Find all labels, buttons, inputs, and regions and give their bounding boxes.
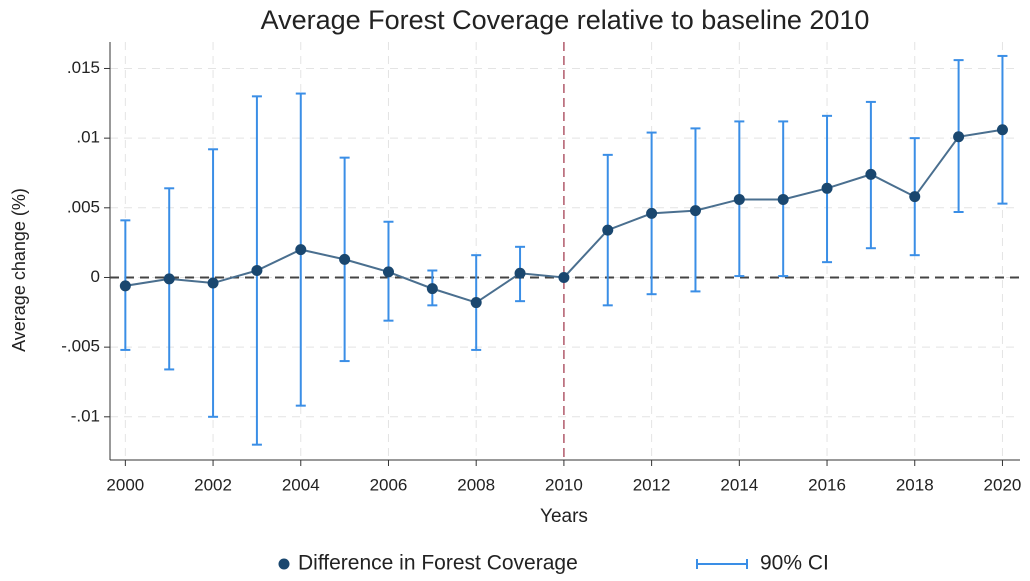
legend-marker <box>278 558 290 570</box>
x-tick-label: 2008 <box>457 475 495 494</box>
x-tick-label: 2006 <box>370 475 408 494</box>
point <box>119 280 131 292</box>
x-tick-label: 2004 <box>282 475 320 494</box>
x-tick-label: 2002 <box>194 475 232 494</box>
point <box>996 124 1008 136</box>
point <box>207 277 219 289</box>
point <box>470 297 482 309</box>
point <box>339 253 351 265</box>
point <box>602 224 614 236</box>
y-tick-label: -.005 <box>61 337 100 356</box>
y-tick-label: 0 <box>91 267 100 286</box>
point <box>821 182 833 194</box>
x-tick-label: 2020 <box>984 475 1022 494</box>
point <box>426 283 438 295</box>
x-tick-label: 2010 <box>545 475 583 494</box>
y-tick-label: -.01 <box>71 406 100 425</box>
x-tick-label: 2014 <box>720 475 758 494</box>
y-axis-label: Average change (%) <box>9 188 29 352</box>
point <box>251 265 263 277</box>
y-tick-label: .01 <box>76 128 100 147</box>
point <box>777 193 789 205</box>
point <box>953 131 965 143</box>
point <box>689 205 701 217</box>
point <box>382 266 394 278</box>
chart-title: Average Forest Coverage relative to base… <box>261 5 870 35</box>
point <box>733 193 745 205</box>
legend-label: 90% CI <box>760 552 829 575</box>
point <box>865 168 877 180</box>
x-tick-label: 2018 <box>896 475 934 494</box>
point <box>295 244 307 256</box>
x-tick-label: 2016 <box>808 475 846 494</box>
y-tick-label: .015 <box>67 58 100 77</box>
point <box>514 267 526 279</box>
point <box>163 273 175 285</box>
x-tick-label: 2012 <box>633 475 671 494</box>
legend-label: Difference in Forest Coverage <box>298 552 578 575</box>
x-axis-label: Years <box>540 506 588 527</box>
point <box>646 207 658 219</box>
y-tick-label: .005 <box>67 197 100 216</box>
x-tick-label: 2000 <box>106 475 144 494</box>
point <box>558 271 570 283</box>
point <box>909 191 921 203</box>
